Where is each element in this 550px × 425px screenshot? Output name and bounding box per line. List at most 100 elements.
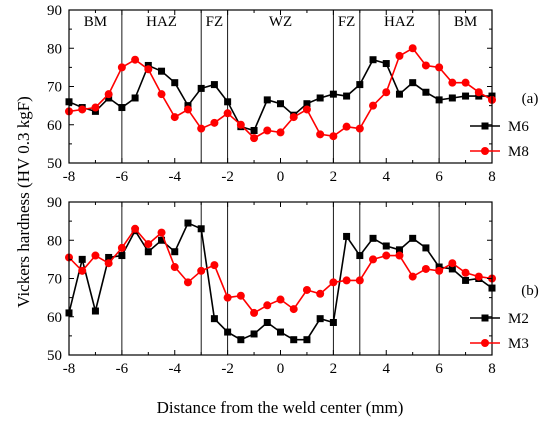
legend-marker-M3: [481, 339, 489, 347]
data-point-M2: [144, 248, 152, 256]
data-point-M3: [223, 293, 232, 302]
data-point-M3: [250, 308, 259, 317]
data-point-M2: [250, 330, 258, 338]
y-tick-label: 50: [47, 348, 62, 364]
data-point-M3: [276, 295, 285, 304]
data-point-M3: [289, 305, 298, 314]
y-tick-label: 70: [47, 80, 62, 96]
series-line-M2: [68, 221, 493, 341]
data-point-M2: [158, 236, 166, 244]
y-tick-label: 50: [47, 156, 62, 172]
data-point-M8: [210, 118, 219, 127]
data-point-M2: [448, 265, 456, 273]
data-point-M6: [158, 67, 166, 75]
data-point-M8: [223, 109, 232, 118]
x-tick-label: 0: [277, 169, 285, 185]
data-point-M6: [343, 92, 351, 100]
legend-marker-M8: [481, 147, 489, 155]
data-point-M3: [369, 255, 378, 264]
data-point-M3: [263, 301, 272, 310]
zone-label: HAZ: [146, 14, 177, 30]
data-point-M8: [408, 44, 417, 53]
x-tick-label: 2: [330, 361, 338, 377]
data-point-M3: [435, 266, 444, 275]
data-point-M8: [382, 88, 391, 97]
data-point-M6: [316, 94, 324, 102]
panel-label: (a): [522, 91, 539, 107]
data-point-M2: [303, 336, 311, 344]
data-point-M3: [170, 263, 179, 272]
data-point-M8: [421, 61, 430, 70]
data-point-M8: [183, 105, 192, 114]
data-point-M6: [356, 81, 364, 89]
data-point-M6: [462, 92, 470, 100]
data-point-M2: [263, 318, 271, 326]
data-point-M2: [237, 336, 245, 344]
zone-label: WZ: [269, 14, 292, 30]
data-point-M8: [316, 130, 325, 139]
data-point-M8: [302, 105, 311, 114]
data-point-M3: [144, 240, 153, 249]
data-point-M2: [224, 328, 232, 336]
data-point-M8: [461, 78, 470, 87]
data-point-M6: [171, 79, 179, 87]
legend-marker-M6: [481, 122, 489, 130]
data-point-M2: [329, 318, 337, 326]
data-point-M3: [104, 259, 113, 268]
legend-label: M2: [508, 311, 529, 327]
data-point-M2: [462, 276, 470, 284]
x-tick-label: -4: [169, 169, 182, 185]
data-point-M8: [144, 65, 153, 74]
x-tick-label: 8: [488, 169, 496, 185]
data-point-M6: [422, 88, 430, 96]
data-point-M8: [263, 126, 272, 135]
legend-marker-M2: [481, 314, 489, 322]
data-point-M3: [183, 278, 192, 287]
data-point-M2: [78, 255, 86, 263]
data-point-M6: [395, 90, 403, 98]
data-point-M2: [210, 315, 218, 323]
panel-b: -8 -6 -4 -2 0 2 4 6 8 50 60 70 80 90 (b) M2 M3: [47, 195, 539, 377]
data-point-M3: [421, 264, 430, 273]
y-tick-label: 70: [47, 272, 62, 288]
data-point-M6: [277, 100, 284, 108]
x-tick-label: -8: [63, 361, 76, 377]
data-point-M8: [197, 124, 206, 133]
zone-label: BM: [84, 14, 107, 30]
data-point-M3: [408, 272, 417, 281]
data-point-M2: [118, 252, 126, 260]
data-point-M8: [170, 113, 179, 122]
data-point-M2: [316, 315, 324, 323]
data-point-M2: [369, 234, 377, 242]
data-point-M6: [303, 100, 311, 108]
zone-label: BM: [454, 14, 477, 30]
data-point-M8: [104, 90, 113, 99]
data-point-M8: [448, 78, 457, 87]
data-point-M3: [117, 243, 126, 252]
x-tick-label: 4: [383, 361, 391, 377]
data-point-M8: [131, 55, 140, 64]
data-point-M8: [91, 103, 100, 112]
data-point-M2: [171, 248, 179, 256]
data-point-M8: [250, 134, 259, 143]
data-point-M2: [356, 252, 364, 260]
legend-label: M6: [508, 119, 529, 135]
x-axis-title: Distance from the weld center (mm): [157, 398, 404, 417]
data-point-M8: [236, 120, 245, 129]
y-tick-label: 80: [47, 41, 62, 57]
x-tick-label: 2: [330, 169, 338, 185]
data-point-M3: [157, 228, 166, 237]
y-axis-title: Vickers hardness (HV 0.3 kgF): [14, 96, 33, 308]
data-point-M3: [91, 251, 100, 260]
y-tick-label: 80: [47, 233, 62, 249]
data-point-M3: [197, 266, 206, 275]
data-point-M2: [382, 242, 390, 250]
data-point-M6: [382, 60, 390, 68]
data-point-M8: [329, 132, 338, 141]
data-point-M8: [289, 113, 298, 122]
panel-label: (b): [521, 283, 539, 299]
legend-label: M8: [508, 144, 529, 160]
data-point-M8: [276, 128, 285, 137]
zone-label: HAZ: [384, 14, 415, 30]
